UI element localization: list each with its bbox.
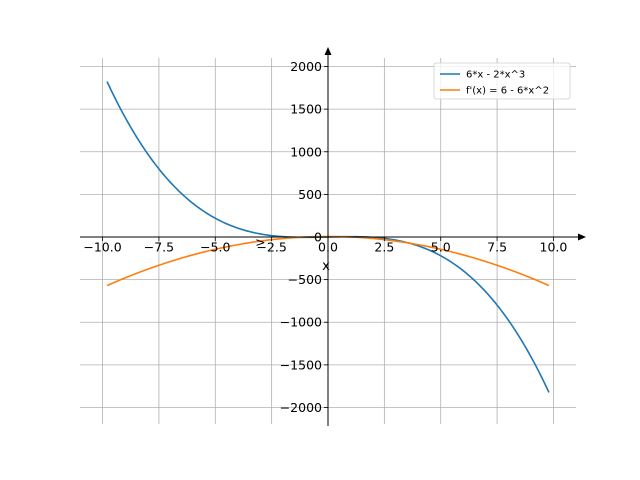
y-tick-label: −1500 [280,357,322,372]
x-axis-label: x [322,259,330,274]
annotation-text: > [255,234,265,249]
y-tick-label: 1500 [290,102,322,117]
y-tick-label: 0 [314,230,322,245]
x-tick-label: 10.0 [540,240,568,255]
y-tick-label: −2000 [280,400,322,415]
x-tick-label: 5.0 [431,240,451,255]
legend: 6*x - 2*x^3 f'(x) = 6 - 6*x^2 [433,62,571,100]
x-tick-label: 7.5 [487,240,507,255]
legend-box [433,62,571,100]
x-tick-label: −10.0 [83,240,121,255]
x-tick-label: −5.0 [200,240,230,255]
x-tick-label: 2.5 [374,240,394,255]
legend-label-0: 6*x - 2*x^3 [466,70,525,81]
annotations: > [255,234,265,249]
y-tick-label: −1000 [280,315,322,330]
y-axis-arrow [324,47,332,55]
y-tick-label: 1000 [290,144,322,159]
ticks: −10.0 −7.5 −5.0 −2.5 0.0 2.5 5.0 7.5 10.0 −2000 −1… [83,59,567,415]
x-axis-arrow [578,233,586,241]
y-tick-label: 2000 [290,59,322,74]
axes [80,47,586,426]
y-tick-label: −500 [288,272,322,287]
y-tick-label: 500 [298,187,322,202]
x-tick-label: 0.0 [318,240,338,255]
x-tick-label: −7.5 [144,240,174,255]
x-tick-label: −2.5 [256,240,286,255]
legend-label-1: f'(x) = 6 - 6*x^2 [466,86,549,97]
